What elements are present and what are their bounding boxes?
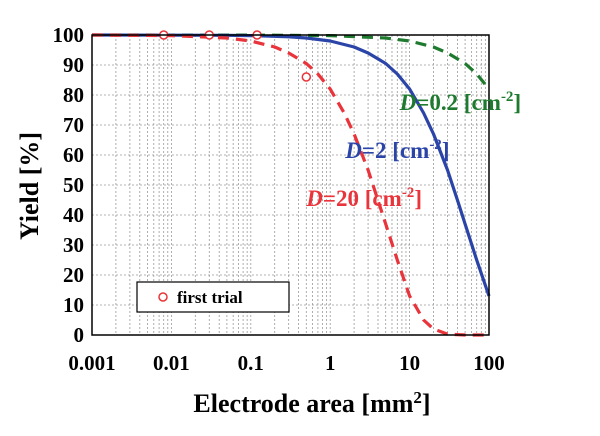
x-tick-label: 0.001 bbox=[68, 351, 115, 375]
y-tick-label: 70 bbox=[63, 113, 84, 137]
series-line-d2 bbox=[91, 33, 491, 297]
y-tick-label: 30 bbox=[63, 233, 84, 257]
x-tick-label: 1 bbox=[325, 351, 336, 375]
series-label-d2: D=2 [cm-2] bbox=[344, 137, 449, 163]
series-label-d02: D=0.2 [cm-2] bbox=[399, 89, 521, 115]
x-tick-label: 0.1 bbox=[238, 351, 264, 375]
legend-label: first trial bbox=[177, 288, 243, 307]
legend: first trial bbox=[136, 281, 290, 313]
legend-marker-icon bbox=[158, 292, 168, 302]
y-tick-label: 10 bbox=[63, 293, 84, 317]
series-labels: D=0.2 [cm-2] D=2 [cm-2] D=20 [cm-2] bbox=[305, 89, 521, 211]
x-tick-label: 100 bbox=[473, 351, 505, 375]
y-tick-label: 90 bbox=[63, 53, 84, 77]
x-tick-label: 0.01 bbox=[153, 351, 190, 375]
y-tick-label: 40 bbox=[63, 203, 84, 227]
x-tick-label: 10 bbox=[399, 351, 420, 375]
series-label-d20: D=20 [cm-2] bbox=[305, 185, 422, 211]
y-tick-label: 0 bbox=[74, 323, 85, 347]
y-tick-label: 60 bbox=[63, 143, 84, 167]
axis-tick-labels: 0.001 0.01 0.1 1 10 100 0 10 20 30 40 50 60 70 80 90 100 bbox=[53, 23, 505, 375]
first-trial-point bbox=[301, 72, 312, 82]
series-line-d20 bbox=[91, 33, 489, 337]
y-tick-label: 20 bbox=[63, 263, 84, 287]
plot-frame bbox=[91, 34, 490, 336]
first-trial-markers bbox=[158, 30, 312, 82]
legend-box bbox=[136, 281, 290, 313]
y-tick-label: 50 bbox=[63, 173, 84, 197]
y-tick-label: 80 bbox=[63, 83, 84, 107]
x-axis-title: Electrode area [mm2] bbox=[193, 388, 430, 418]
y-tick-label: 100 bbox=[53, 23, 85, 47]
series-line-d02 bbox=[91, 33, 491, 91]
y-axis-title: Yield [%] bbox=[15, 132, 44, 240]
